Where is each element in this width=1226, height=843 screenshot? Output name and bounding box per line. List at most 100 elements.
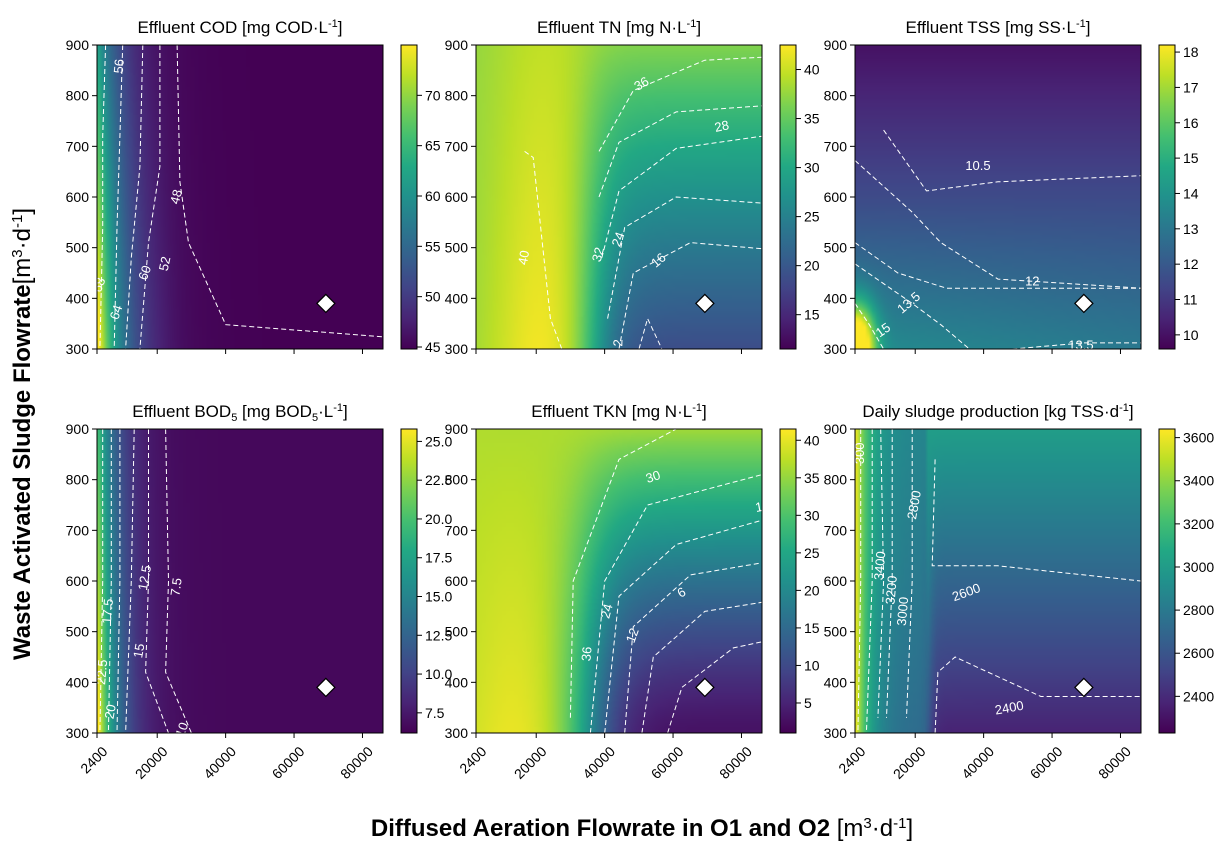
y-tick-label: 900 bbox=[445, 37, 469, 53]
colorbar-tick-label: 70 bbox=[425, 87, 441, 103]
colorbar-tick-label: 13 bbox=[1183, 221, 1199, 237]
colorbar-tick-label: 3400 bbox=[1183, 473, 1214, 489]
x-tick-label: 2400 bbox=[456, 743, 489, 776]
contour-label: 15 bbox=[873, 320, 893, 341]
contour-label: 300 bbox=[852, 442, 867, 464]
colorbar-tick-label: 3200 bbox=[1183, 516, 1214, 532]
contour-line bbox=[854, 303, 885, 350]
contour-label: 64 bbox=[107, 303, 126, 321]
y-tick-label: 300 bbox=[66, 341, 90, 357]
y-axis-label: Waste Activated Sludge Flowrate[m3·d-1] bbox=[9, 208, 36, 660]
colorbar-tick-label: 50 bbox=[425, 289, 441, 305]
colorbar-gradient bbox=[1158, 44, 1176, 350]
contour-line bbox=[569, 428, 677, 718]
x-tick-label: 40000 bbox=[579, 743, 618, 782]
colorbar-tick-label: 3600 bbox=[1183, 430, 1214, 446]
x-tick-label: 20000 bbox=[511, 743, 550, 782]
x-tick-label: 2400 bbox=[835, 743, 868, 776]
panel-3: 10.51213.51513.5300400500600700800900Eff… bbox=[824, 18, 1199, 357]
colorbar-tick-label: 35 bbox=[804, 111, 820, 127]
contour-label: 1 bbox=[754, 499, 764, 515]
x-tick-label: 40000 bbox=[200, 743, 239, 782]
y-tick-label: 800 bbox=[445, 472, 469, 488]
heatmap-field bbox=[97, 429, 383, 733]
y-tick-label: 800 bbox=[824, 88, 848, 104]
colorbar-tick-label: 2800 bbox=[1183, 602, 1214, 618]
colorbar-tick-label: 25 bbox=[804, 545, 820, 561]
operating-point-marker bbox=[695, 293, 715, 314]
y-tick-label: 800 bbox=[445, 88, 469, 104]
contour-label: 36 bbox=[631, 73, 651, 93]
contour-line bbox=[113, 44, 124, 350]
colorbar: 15 20 25 30 35 40 bbox=[779, 44, 820, 350]
y-tick-label: 300 bbox=[824, 725, 848, 741]
y-tick-label: 600 bbox=[66, 573, 90, 589]
x-axis-label: Diffused Aeration Flowrate in O1 and O2 … bbox=[371, 815, 913, 842]
colorbar-tick-label: 60 bbox=[425, 188, 441, 204]
colorbar: 5 10 15 20 25 30 35 40 bbox=[779, 428, 820, 734]
panel-title: Effluent TSS [mg SS·L-1] bbox=[906, 18, 1091, 37]
colorbar-tick-label: 30 bbox=[804, 160, 820, 176]
y-tick-label: 900 bbox=[445, 421, 469, 437]
x-tick-label: 60000 bbox=[1027, 743, 1066, 782]
y-tick-label: 900 bbox=[824, 421, 848, 437]
colorbar-tick-label: 20.0 bbox=[425, 511, 452, 527]
contour-label: 2800 bbox=[904, 489, 924, 520]
colorbar-tick-label: 12 bbox=[1183, 256, 1199, 272]
y-tick-label: 600 bbox=[445, 189, 469, 205]
y-tick-label: 600 bbox=[66, 189, 90, 205]
panel-title: Effluent BOD5 [mg BOD5·L-1] bbox=[132, 402, 347, 424]
colorbar-tick-label: 20 bbox=[804, 258, 820, 274]
y-tick-label: 700 bbox=[824, 138, 848, 154]
contour-line bbox=[604, 519, 763, 734]
contour-line bbox=[854, 160, 1142, 289]
colorbar-gradient bbox=[400, 44, 418, 350]
colorbar: 2400 2600 2800 3000 3200 3400 3600 bbox=[1158, 428, 1214, 734]
colorbar-tick-label: 17 bbox=[1183, 79, 1199, 95]
y-tick-label: 600 bbox=[824, 189, 848, 205]
colorbar-tick-label: 10 bbox=[804, 657, 820, 673]
contour-label: 40 bbox=[515, 249, 532, 266]
colorbar-tick-label: 35 bbox=[804, 470, 820, 486]
colorbar-tick-label: 15 bbox=[804, 307, 820, 323]
contour-label: 68 bbox=[89, 275, 108, 294]
panel-6: 3003400320030002800260024003004005006007… bbox=[824, 402, 1215, 782]
contour-label: 30 bbox=[644, 467, 662, 486]
y-tick-label: 300 bbox=[824, 341, 848, 357]
panel-title: Effluent TKN [mg N·L-1] bbox=[531, 402, 706, 421]
heatmap-field bbox=[97, 45, 383, 349]
y-tick-label: 700 bbox=[66, 138, 90, 154]
contour-label: 17.5 bbox=[99, 598, 116, 625]
contour-label: 36 bbox=[578, 646, 594, 662]
operating-point-marker bbox=[695, 677, 715, 698]
contour-label: 20 bbox=[102, 703, 119, 720]
colorbar-tick-label: 17.5 bbox=[425, 550, 452, 566]
panel-title: Daily sludge production [kg TSS·d-1] bbox=[862, 402, 1133, 421]
contour-label: 24 bbox=[597, 602, 615, 620]
contour-line bbox=[99, 44, 107, 350]
contour-label: 3400 bbox=[871, 551, 888, 581]
y-tick-label: 700 bbox=[824, 522, 848, 538]
y-tick-label: 400 bbox=[66, 290, 90, 306]
x-tick-label: 80000 bbox=[337, 743, 376, 782]
y-tick-label: 400 bbox=[66, 674, 90, 690]
colorbar: 7.5 10.0 12.5 15.0 17.5 20.0 22.5 25.0 bbox=[400, 428, 452, 734]
colorbar-tick-label: 16 bbox=[1183, 115, 1199, 131]
contour-line bbox=[145, 429, 169, 734]
colorbar-tick-label: 22.5 bbox=[425, 472, 452, 488]
contour-line bbox=[99, 429, 104, 734]
svg-text:Diffused Aeration Flowrate in: Diffused Aeration Flowrate in O1 and O2 … bbox=[371, 815, 913, 842]
contour-line bbox=[165, 428, 192, 734]
colorbar-tick-label: 55 bbox=[425, 238, 441, 254]
colorbar-tick-label: 15 bbox=[1183, 150, 1199, 166]
colorbar-tick-label: 10.0 bbox=[425, 666, 452, 682]
colorbar-tick-label: 2600 bbox=[1183, 645, 1214, 661]
contour-label: 12 bbox=[1025, 274, 1039, 289]
colorbar-gradient bbox=[1158, 428, 1176, 734]
contour-label: 60 bbox=[135, 263, 154, 282]
contour-label: 2 bbox=[610, 339, 625, 347]
